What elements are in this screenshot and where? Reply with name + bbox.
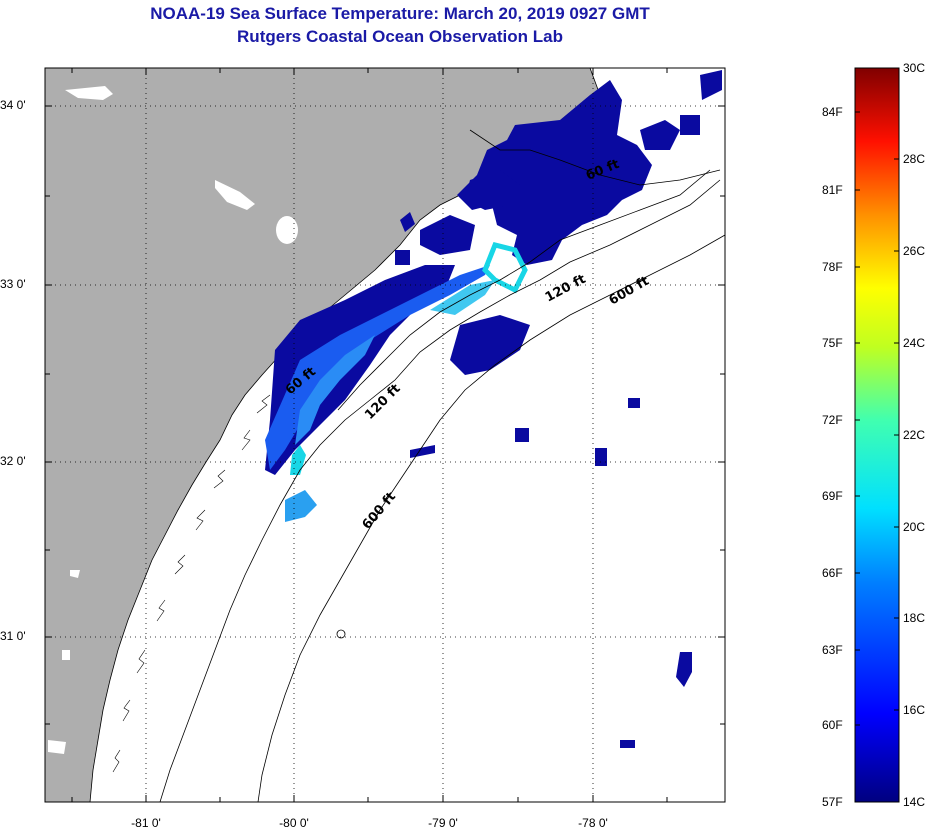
map-subtitle: Rutgers Coastal Ocean Observation Lab — [237, 27, 563, 46]
colorbar-celsius-label: 30C — [903, 61, 926, 75]
colorbar-fahrenheit-label: 69F — [822, 489, 843, 503]
colorbar-fahrenheit-label: 84F — [822, 105, 843, 119]
lon-tick-label: -78 0' — [578, 816, 608, 830]
colorbar-fahrenheit-label: 78F — [822, 260, 843, 274]
colorbar-fahrenheit-label: 72F — [822, 413, 843, 427]
isobath-60ft — [159, 179, 721, 802]
isobath-600ft — [257, 234, 725, 802]
colorbar-celsius-label: 22C — [903, 428, 926, 442]
colorbar-celsius-label: 18C — [903, 611, 926, 625]
map-title: NOAA-19 Sea Surface Temperature: March 2… — [150, 4, 650, 23]
map-frame — [44, 67, 726, 803]
lat-tick-label: 33 0' — [0, 277, 26, 291]
land-mass — [45, 68, 600, 802]
colorbar-fahrenheit-label: 63F — [822, 643, 843, 657]
colorbar-celsius-label: 24C — [903, 336, 926, 350]
colorbar-fahrenheit-label: 81F — [822, 183, 843, 197]
lat-tick-label: 32 0' — [0, 454, 26, 468]
lat-tick-label: 31 0' — [0, 629, 26, 643]
lat-tick-label: 34 0' — [0, 98, 26, 112]
colorbar-fahrenheit-label: 57F — [822, 795, 843, 809]
colorbar-fahrenheit-label: 60F — [822, 718, 843, 732]
colorbar-celsius-label: 14C — [903, 795, 926, 809]
lon-tick-label: -80 0' — [279, 816, 309, 830]
lon-tick-label: -79 0' — [428, 816, 458, 830]
colorbar-celsius-label: 28C — [903, 152, 926, 166]
colorbar-celsius-label: 16C — [903, 703, 926, 717]
lon-tick-label: -81 0' — [131, 816, 161, 830]
isobath-120ft — [337, 169, 711, 411]
colorbar-fahrenheit-label: 66F — [822, 566, 843, 580]
temperature-colorbar — [854, 67, 900, 803]
colorbar-celsius-label: 20C — [903, 520, 926, 534]
colorbar-celsius-label: 26C — [903, 244, 926, 258]
graticule — [45, 68, 725, 802]
colorbar-fahrenheit-label: 75F — [822, 336, 843, 350]
